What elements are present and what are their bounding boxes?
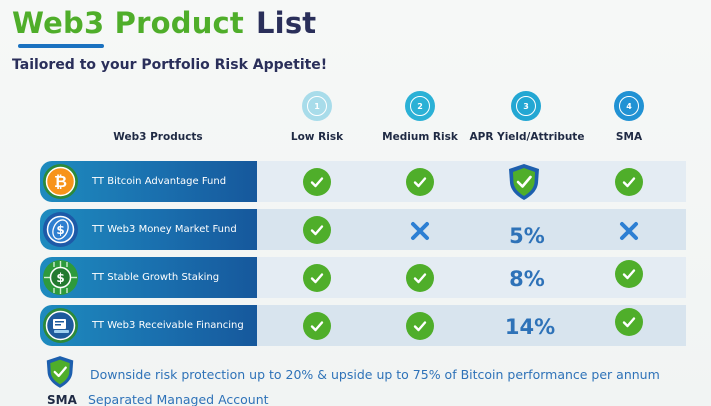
svg-text:$: $ bbox=[56, 271, 64, 285]
row4-sma-check-icon bbox=[614, 307, 644, 337]
subtitle: Tailored to your Portfolio Risk Appetite… bbox=[12, 57, 328, 73]
column-header-low-risk: Low Risk bbox=[290, 131, 344, 143]
column-header-sma: SMA bbox=[615, 131, 643, 143]
page-title: Web3 Product List bbox=[12, 6, 316, 40]
step-3-circle: 3 bbox=[511, 91, 541, 121]
step-1-circle: 1 bbox=[302, 91, 332, 121]
product-row-money-market: $ TT Web3 Money Market Fund bbox=[40, 209, 686, 250]
legend-shield-icon bbox=[45, 355, 75, 394]
row3-apr-value: 8% bbox=[509, 267, 545, 291]
svg-text:$: $ bbox=[56, 223, 64, 237]
product-row-receivable-financing: TT Web3 Receivable Financing bbox=[40, 305, 686, 346]
column-header-products: Web3 Products bbox=[113, 131, 203, 143]
bitcoin-icon: ₿ bbox=[43, 164, 78, 199]
title-part-2: List bbox=[256, 6, 317, 40]
title-part-1: Web3 Product bbox=[12, 6, 244, 40]
row1-medium-risk-check-icon bbox=[405, 167, 435, 197]
title-underline bbox=[18, 44, 104, 48]
column-header-apr: APR Yield/Attribute bbox=[469, 131, 585, 143]
row4-low-risk-check-icon bbox=[302, 311, 332, 341]
product-pill: $ TT Web3 Money Market Fund bbox=[40, 209, 257, 250]
step-1-number: 1 bbox=[307, 96, 327, 116]
step-4-number: 4 bbox=[619, 96, 639, 116]
row4-medium-risk-check-icon bbox=[405, 311, 435, 341]
row1-low-risk-check-icon bbox=[302, 167, 332, 197]
row2-sma-cross-icon bbox=[614, 216, 644, 246]
product-name: TT Stable Growth Staking bbox=[92, 272, 220, 283]
row2-medium-risk-cross-icon bbox=[405, 216, 435, 246]
product-name: TT Web3 Money Market Fund bbox=[92, 224, 237, 235]
product-row-bitcoin-advantage: ₿ TT Bitcoin Advantage Fund bbox=[40, 161, 686, 202]
product-pill: ₿ TT Bitcoin Advantage Fund bbox=[40, 161, 257, 202]
row3-sma-check-icon bbox=[614, 259, 644, 289]
svg-text:₿: ₿ bbox=[54, 172, 67, 191]
legend-sma-description: Separated Managed Account bbox=[88, 392, 269, 406]
step-3-number: 3 bbox=[516, 96, 536, 116]
product-row-stable-growth: $ TT Stable Growth Staking bbox=[40, 257, 686, 298]
row3-low-risk-check-icon bbox=[302, 263, 332, 293]
product-name: TT Web3 Receivable Financing bbox=[92, 320, 244, 331]
product-pill: TT Web3 Receivable Financing bbox=[40, 305, 257, 346]
product-name: TT Bitcoin Advantage Fund bbox=[92, 176, 227, 187]
column-header-medium-risk: Medium Risk bbox=[382, 131, 458, 143]
invoice-icon bbox=[43, 308, 78, 343]
step-2-number: 2 bbox=[410, 96, 430, 116]
coin-icon: $ bbox=[43, 212, 78, 247]
row1-sma-check-icon bbox=[614, 167, 644, 197]
legend-sma-abbreviation: SMA bbox=[47, 393, 77, 406]
product-pill: $ TT Stable Growth Staking bbox=[40, 257, 257, 298]
row2-low-risk-check-icon bbox=[302, 215, 332, 245]
dollar-chip-icon: $ bbox=[43, 260, 78, 295]
step-2-circle: 2 bbox=[405, 91, 435, 121]
step-4-circle: 4 bbox=[614, 91, 644, 121]
row2-apr-value: 5% bbox=[509, 224, 545, 248]
legend-shield-description: Downside risk protection up to 20% & ups… bbox=[90, 367, 660, 382]
row4-apr-value: 14% bbox=[504, 315, 556, 339]
row1-apr-shield-icon bbox=[507, 163, 541, 201]
row3-medium-risk-check-icon bbox=[405, 263, 435, 293]
